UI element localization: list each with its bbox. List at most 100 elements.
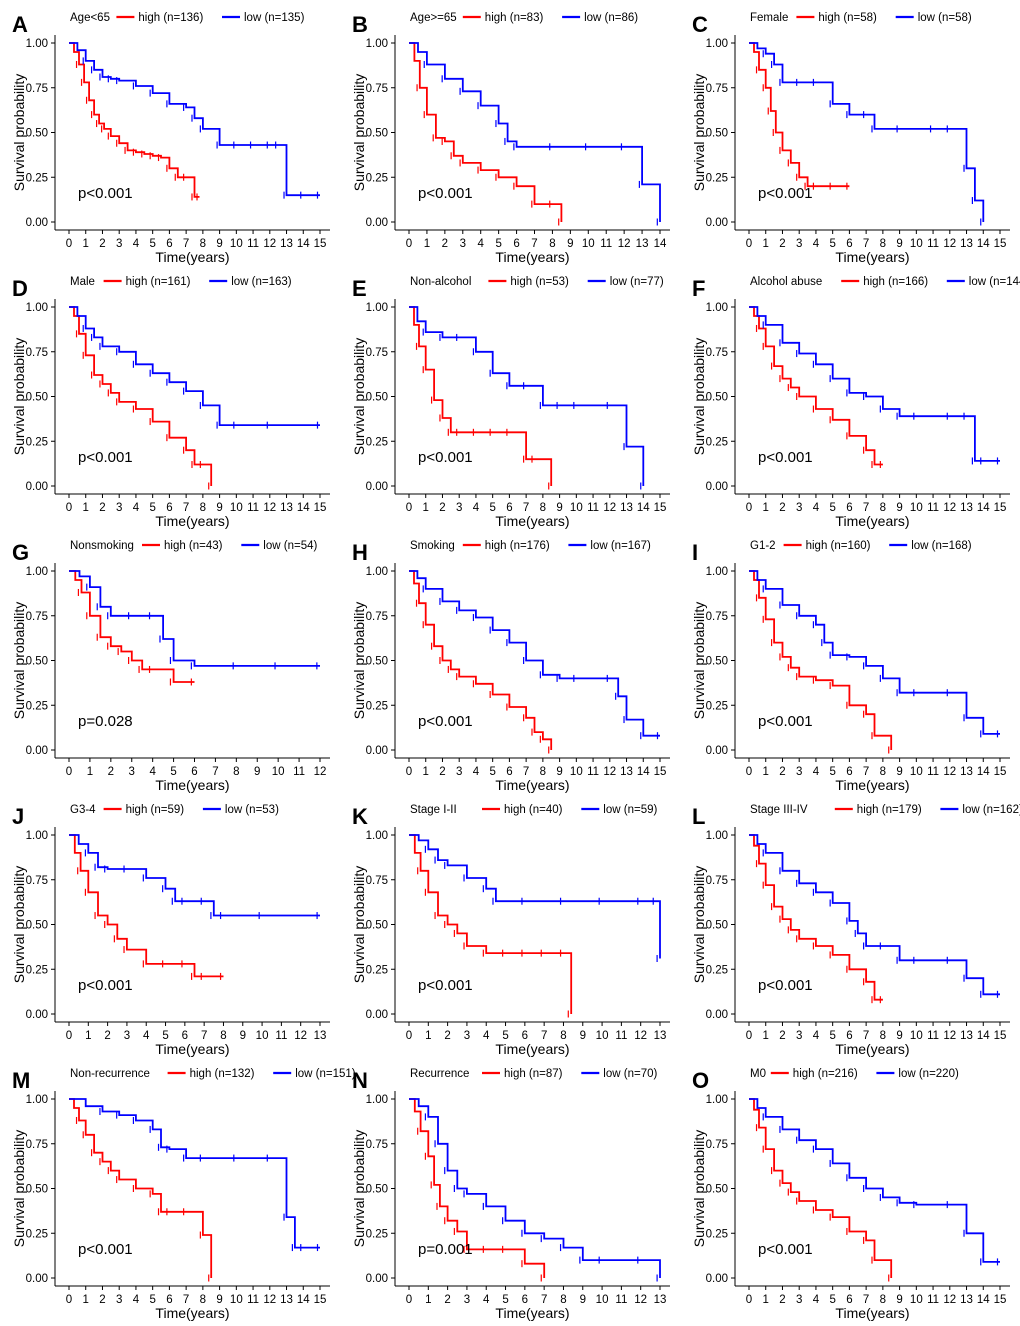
x-tick-label: 8 bbox=[540, 766, 546, 778]
p-value: p<0.001 bbox=[758, 185, 813, 202]
x-tick-label: 6 bbox=[846, 1030, 852, 1042]
x-tick-label: 3 bbox=[456, 766, 462, 778]
x-tick-label: 14 bbox=[977, 238, 990, 250]
y-tick-label: 0.00 bbox=[26, 481, 48, 493]
x-tick-label: 9 bbox=[896, 766, 902, 778]
legend-label-high: high (n=87) bbox=[504, 1068, 563, 1080]
x-tick-label: 5 bbox=[829, 1030, 835, 1042]
x-tick-label: 8 bbox=[560, 1030, 566, 1042]
legend-subgroup: Age>=65 bbox=[410, 12, 457, 24]
x-tick-label: 12 bbox=[603, 766, 616, 778]
x-tick-label: 1 bbox=[425, 1030, 431, 1042]
x-tick-label: 3 bbox=[129, 766, 135, 778]
x-tick-label: 11 bbox=[247, 1294, 259, 1306]
x-tick-label: 12 bbox=[618, 238, 631, 250]
x-axis-title: Time(years) bbox=[495, 249, 569, 265]
legend-label-high: high (n=176) bbox=[485, 540, 550, 552]
x-tick-label: 15 bbox=[654, 502, 667, 514]
y-tick-label: 0.00 bbox=[706, 1273, 728, 1285]
y-axis-title: Survival probability bbox=[351, 602, 367, 720]
x-tick-label: 5 bbox=[829, 1294, 835, 1306]
x-tick-label: 4 bbox=[478, 238, 485, 250]
legend-label-high: high (n=83) bbox=[485, 12, 544, 24]
x-axis-title: Time(years) bbox=[835, 777, 909, 793]
x-tick-label: 15 bbox=[994, 1030, 1007, 1042]
x-tick-label: 0 bbox=[66, 1030, 72, 1042]
x-tick-label: 8 bbox=[200, 502, 206, 514]
y-axis-title: Survival probability bbox=[11, 866, 27, 984]
x-tick-label: 0 bbox=[66, 1294, 72, 1306]
x-tick-label: 5 bbox=[489, 766, 495, 778]
x-tick-label: 2 bbox=[779, 1294, 785, 1306]
x-tick-label: 5 bbox=[829, 238, 835, 250]
y-tick-label: 0.75 bbox=[366, 83, 388, 95]
x-tick-label: 2 bbox=[779, 238, 785, 250]
x-tick-label: 12 bbox=[943, 1030, 956, 1042]
x-tick-label: 10 bbox=[910, 238, 923, 250]
y-axis-title: Survival probability bbox=[691, 866, 707, 984]
x-tick-label: 14 bbox=[637, 502, 650, 514]
legend-label-low: low (n=220) bbox=[898, 1068, 959, 1080]
km-curve-low bbox=[749, 1098, 1000, 1263]
x-tick-label: 10 bbox=[596, 1294, 609, 1306]
p-value: p=0.001 bbox=[418, 1241, 473, 1258]
y-tick-label: 1.00 bbox=[706, 38, 728, 50]
x-tick-label: 3 bbox=[464, 1030, 470, 1042]
x-tick-label: 4 bbox=[473, 766, 480, 778]
panel-label: N bbox=[352, 1068, 368, 1093]
km-curve-high bbox=[69, 570, 195, 683]
km-curve-low bbox=[749, 306, 1000, 462]
x-tick-label: 9 bbox=[240, 1030, 246, 1042]
x-tick-label: 9 bbox=[216, 238, 222, 250]
x-tick-label: 11 bbox=[293, 766, 305, 778]
km-curve-high bbox=[69, 306, 213, 486]
x-tick-label: 13 bbox=[654, 1294, 667, 1306]
x-tick-label: 5 bbox=[149, 502, 155, 514]
legend-subgroup: Stage III-IV bbox=[750, 804, 808, 816]
y-tick-label: 0.00 bbox=[366, 217, 388, 229]
x-tick-label: 1 bbox=[83, 1294, 89, 1306]
y-tick-label: 0.50 bbox=[706, 128, 728, 140]
x-tick-label: 3 bbox=[796, 1294, 802, 1306]
x-tick-label: 1 bbox=[763, 766, 769, 778]
y-tick-label: 0.25 bbox=[26, 700, 48, 712]
x-tick-label: 0 bbox=[746, 238, 752, 250]
panel-i: I G1-2 high (n=160) low (n=168) 0.00 0.25 0.50… bbox=[691, 540, 1010, 793]
legend-label-high: high (n=160) bbox=[806, 540, 871, 552]
legend-subgroup: G3-4 bbox=[70, 804, 96, 816]
y-tick-label: 0.75 bbox=[26, 611, 48, 623]
x-axis-title: Time(years) bbox=[155, 777, 229, 793]
x-tick-label: 10 bbox=[596, 1030, 609, 1042]
legend-label-low: low (n=151) bbox=[295, 1068, 356, 1080]
y-tick-label: 1.00 bbox=[366, 566, 388, 578]
y-tick-label: 1.00 bbox=[26, 302, 48, 314]
y-tick-label: 0.50 bbox=[26, 920, 48, 932]
legend-label-low: low (n=168) bbox=[911, 540, 972, 552]
panel-label: M bbox=[12, 1068, 30, 1093]
x-tick-label: 3 bbox=[796, 766, 802, 778]
x-tick-label: 1 bbox=[763, 502, 769, 514]
legend-subgroup: Nonsmoking bbox=[70, 540, 134, 552]
y-tick-label: 1.00 bbox=[366, 1094, 388, 1106]
x-tick-label: 15 bbox=[314, 502, 327, 514]
x-tick-label: 2 bbox=[99, 238, 105, 250]
x-tick-label: 6 bbox=[846, 766, 852, 778]
x-tick-label: 11 bbox=[927, 502, 939, 514]
x-tick-label: 6 bbox=[522, 1294, 528, 1306]
x-tick-label: 3 bbox=[116, 1294, 122, 1306]
legend-label-low: low (n=135) bbox=[244, 12, 305, 24]
x-tick-label: 9 bbox=[556, 766, 562, 778]
x-tick-label: 1 bbox=[83, 238, 89, 250]
x-axis-title: Time(years) bbox=[495, 513, 569, 529]
x-tick-label: 10 bbox=[256, 1030, 269, 1042]
x-tick-label: 13 bbox=[960, 238, 973, 250]
x-tick-label: 3 bbox=[460, 238, 466, 250]
x-tick-label: 0 bbox=[66, 238, 72, 250]
legend-subgroup: M0 bbox=[750, 1068, 766, 1080]
km-curve-low bbox=[409, 834, 661, 959]
x-tick-label: 3 bbox=[796, 238, 802, 250]
km-curve-low bbox=[749, 42, 985, 222]
y-tick-label: 0.00 bbox=[26, 745, 48, 757]
x-tick-label: 8 bbox=[880, 1294, 886, 1306]
